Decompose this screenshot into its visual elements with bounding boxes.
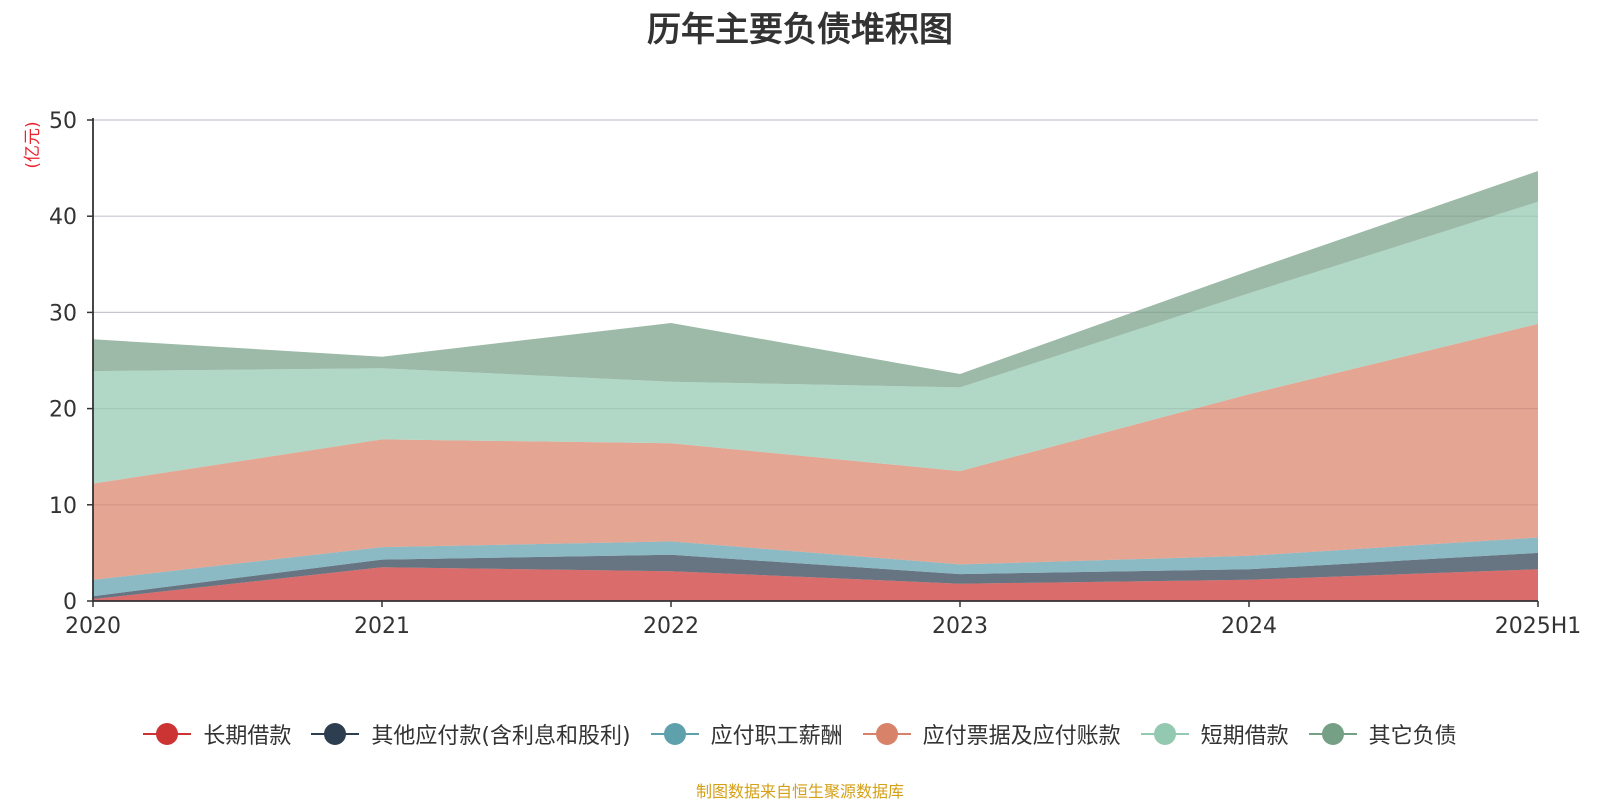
x-tick-label: 2020 [65, 614, 121, 639]
legend-label: 其他应付款(含利息和股利) [371, 724, 631, 749]
legend-label: 应付职工薪酬 [710, 724, 843, 749]
x-tick-label: 2024 [1221, 614, 1277, 639]
y-tick-label: 30 [49, 301, 77, 326]
legend-label: 长期借款 [203, 724, 292, 749]
y-tick-label: 20 [49, 398, 77, 423]
chart-title: 历年主要负债堆积图 [647, 10, 953, 50]
source-note: 制图数据来自恒生聚源数据库 [695, 782, 904, 801]
area-employee-pay [93, 537, 1538, 597]
area-other-liabilities [93, 171, 1538, 388]
legend-item[interactable]: 应付职工薪酬 [650, 718, 843, 750]
legend-marker-icon [650, 722, 699, 746]
area-notes-accounts-payable [93, 323, 1538, 580]
tick-labels: 0 10 20 30 40 50 2020 2021 2022 2023 2024 2025H1 (亿元… [23, 109, 1581, 639]
y-tick-label: 0 [63, 590, 77, 615]
y-axis-unit-label: (亿元) [23, 121, 43, 168]
legend-item[interactable]: 长期借款 [143, 718, 291, 750]
legend-label: 应付票据及应付账款 [922, 724, 1121, 749]
y-tick-label: 10 [49, 494, 77, 519]
area-series [93, 171, 1538, 601]
area-short-term-loans [93, 201, 1538, 484]
legend-item[interactable]: 应付票据及应付账款 [862, 718, 1121, 750]
legend-item[interactable]: 短期借款 [1140, 718, 1289, 750]
x-tick-label: 2023 [932, 614, 988, 639]
legend-label: 其它负债 [1368, 724, 1457, 749]
y-tick-label: 50 [49, 109, 77, 134]
x-tick-label: 2021 [354, 614, 410, 639]
x-tick-label: 2025H1 [1495, 614, 1582, 639]
area-other-payables [93, 552, 1538, 600]
x-tick-label: 2022 [643, 614, 699, 639]
legend-item[interactable]: 其他应付款(含利息和股利) [311, 718, 631, 750]
legend-marker-icon [311, 722, 360, 746]
legend-item[interactable]: 其它负债 [1308, 718, 1457, 750]
axes [87, 118, 1539, 607]
area-long-term-loans [93, 567, 1538, 601]
legend-marker-icon [143, 722, 192, 746]
legend-marker-icon [1308, 722, 1357, 746]
legend-label: 短期借款 [1200, 724, 1289, 749]
y-tick-label: 40 [49, 205, 77, 230]
legend: 长期借款 其他应付款(含利息和股利) 应付职工薪酬 应付票据及应付账款 短期借款 其它负债 [0, 718, 1600, 750]
legend-marker-icon [862, 722, 911, 746]
legend-marker-icon [1140, 722, 1189, 746]
